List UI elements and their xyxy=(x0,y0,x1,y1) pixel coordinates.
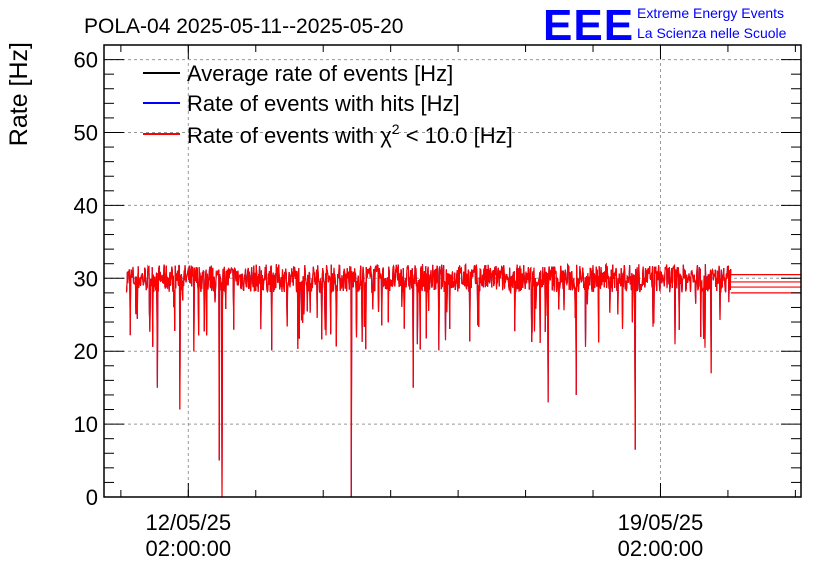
y-tick-label: 10 xyxy=(74,412,98,437)
y-tick-label: 50 xyxy=(74,120,98,145)
plot-frame xyxy=(103,44,802,498)
x-tick-label-time: 02:00:00 xyxy=(145,536,231,561)
plot-area xyxy=(125,262,801,498)
x-tick-label-date: 19/05/25 xyxy=(618,510,704,535)
legend-label-chi2-superscript: 2 xyxy=(392,121,400,137)
legend-label-hits: Rate of events with hits [Hz] xyxy=(187,91,460,116)
x-tick-label-time: 02:00:00 xyxy=(618,536,704,561)
x-tick-label-date: 12/05/25 xyxy=(145,510,231,535)
legend-item-hits: Rate of events with hits [Hz] xyxy=(143,91,460,116)
y-axis: 0 10 20 30 40 50 60 xyxy=(74,44,801,510)
y-axis-label: Rate [Hz] xyxy=(5,42,33,146)
logo-line1: Extreme Energy Events xyxy=(637,5,784,21)
legend-label-chi2-suffix: < 10.0 [Hz] xyxy=(400,123,513,148)
legend-label-chi2-symbol: χ xyxy=(380,123,392,148)
legend-label-average: Average rate of events [Hz] xyxy=(187,61,453,86)
chart-title: POLA-04 2025-05-11--2025-05-20 xyxy=(84,15,403,38)
series-line-chi2 xyxy=(125,262,732,498)
y-tick-label: 20 xyxy=(74,339,98,364)
logo-line2: La Scienza nelle Scuole xyxy=(637,25,787,41)
y-tick-label: 40 xyxy=(74,193,98,218)
eee-logo: EEE Extreme Energy Events La Scienza nel… xyxy=(543,1,787,50)
legend: Average rate of events [Hz] Rate of even… xyxy=(143,61,513,148)
legend-item-average: Average rate of events [Hz] xyxy=(143,61,453,86)
y-tick-label: 30 xyxy=(74,266,98,291)
legend-item-chi2: Rate of events with χ2 < 10.0 [Hz] xyxy=(143,121,513,148)
logo-mark: EEE xyxy=(543,1,634,50)
legend-label-chi2-prefix: Rate of events with xyxy=(187,123,380,148)
y-tick-label: 60 xyxy=(74,48,98,73)
y-tick-label: 0 xyxy=(86,485,98,510)
legend-label-chi2: Rate of events with χ2 < 10.0 [Hz] xyxy=(187,121,513,148)
